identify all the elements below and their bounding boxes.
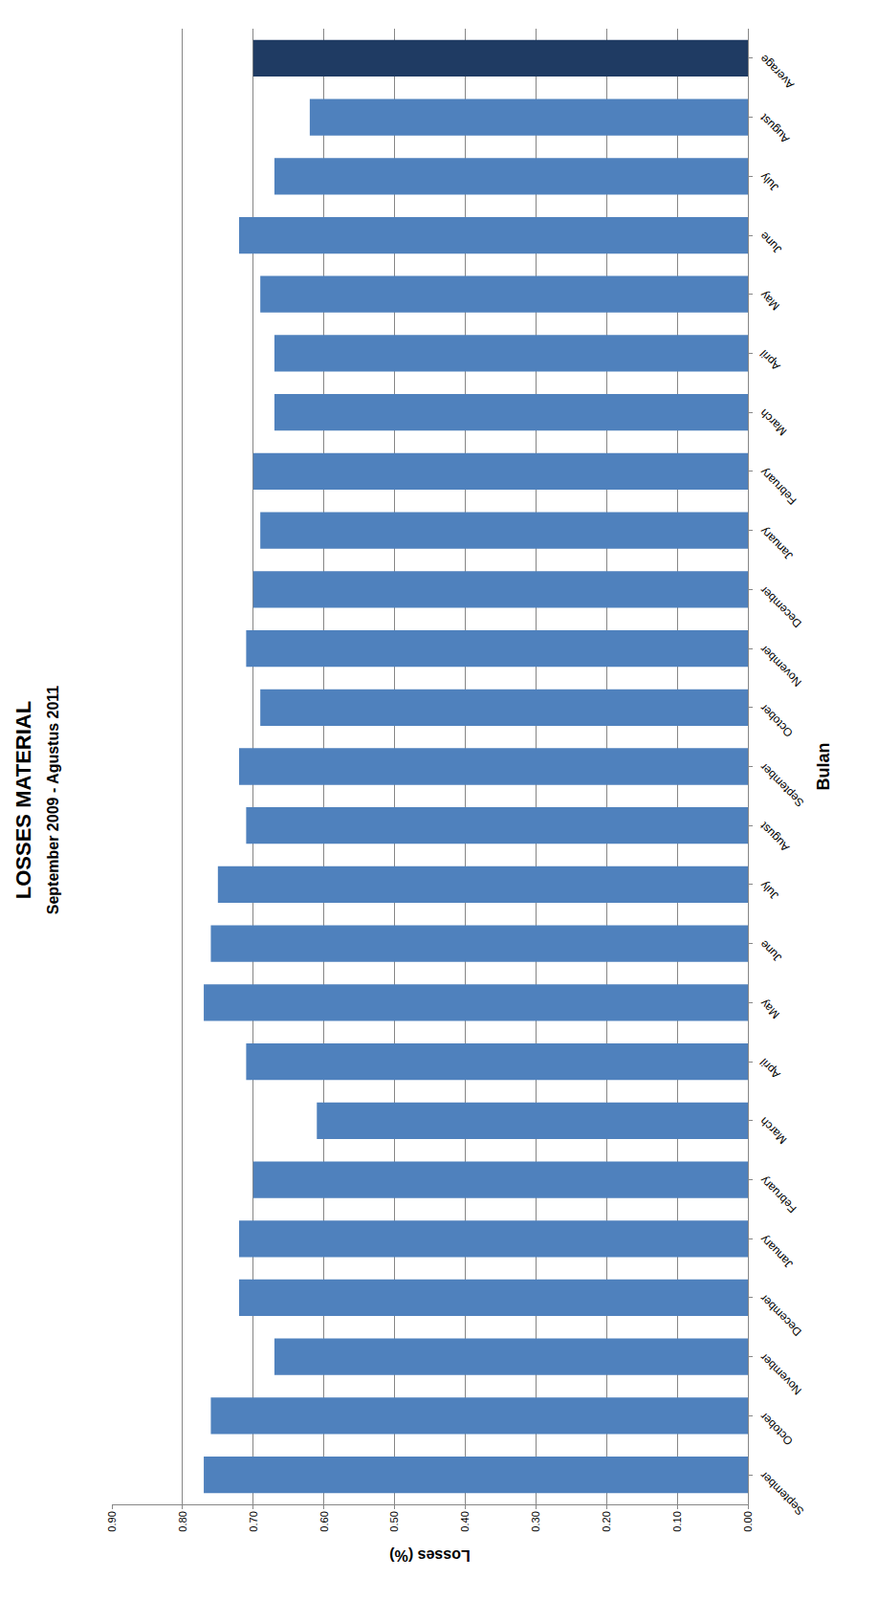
svg-text:0.40: 0.40 [459,1511,471,1532]
svg-text:0.20: 0.20 [600,1511,613,1532]
svg-text:0.00: 0.00 [742,1511,754,1532]
svg-text:September: September [757,760,807,810]
svg-text:0.60: 0.60 [318,1511,330,1532]
svg-text:Losses (%): Losses (%) [389,1547,470,1564]
svg-text:0.10: 0.10 [671,1511,683,1532]
svg-text:Bulan: Bulan [813,742,834,790]
svg-text:December: December [757,1292,805,1339]
svg-text:0.90: 0.90 [106,1511,118,1532]
svg-text:August: August [756,818,792,855]
svg-text:March: March [757,1114,790,1146]
svg-text:July: July [757,170,782,195]
svg-text:October: October [757,701,796,740]
svg-text:0.50: 0.50 [388,1511,400,1532]
svg-text:0.30: 0.30 [529,1511,542,1532]
svg-text:August: August [756,110,792,147]
svg-text:November: November [757,642,805,690]
svg-text:LOSSES MATERIALSeptember 2009: LOSSES MATERIALSeptember 2009 - Agustus … [11,685,62,916]
svg-text:January: January [757,524,796,563]
svg-text:Average: Average [757,51,798,92]
svg-text:0.70: 0.70 [247,1511,260,1532]
svg-text:0.80: 0.80 [176,1511,189,1532]
svg-text:October: October [757,1409,796,1448]
svg-text:June: June [757,228,786,257]
svg-text:February: February [757,1173,800,1216]
svg-text:March: March [757,406,790,439]
svg-text:May: May [757,996,783,1022]
svg-text:December: December [757,583,805,631]
svg-text:February: February [757,465,800,508]
svg-text:January: January [757,1232,796,1272]
svg-text:May: May [757,287,783,313]
svg-text:November: November [757,1350,805,1398]
svg-text:June: June [757,937,786,965]
svg-text:September: September [757,1468,807,1518]
svg-text:July: July [757,878,782,903]
svg-text:April: April [757,1055,784,1082]
svg-text:April: April [757,347,784,373]
